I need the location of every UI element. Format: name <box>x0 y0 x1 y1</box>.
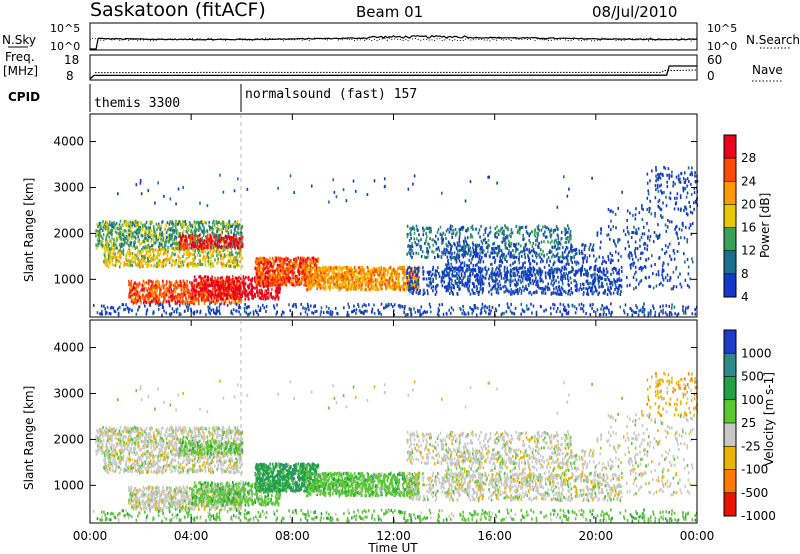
nsky-label: N.Sky <box>2 33 36 47</box>
colorbar-tick-label: 12 <box>741 244 756 258</box>
colorbar-swatch <box>724 399 736 424</box>
nave-label: Nave <box>752 63 783 77</box>
cpid-segment-1: themis 3300 <box>94 96 180 111</box>
colorbar-swatch <box>724 250 736 275</box>
colorbar-swatch <box>724 330 736 354</box>
colorbar-tick-label: 24 <box>741 174 756 188</box>
velocity-colorbar: 1000 500 100 25 -25 -100 -500 -1000 Velocity [m… <box>723 329 776 523</box>
y-tick-label: 4000 <box>53 135 84 149</box>
nsearch-tick-top: 10^5 <box>707 22 737 35</box>
colorbar-tick-label: -25 <box>741 439 761 453</box>
colorbar-swatch <box>724 446 736 470</box>
nave-tick-bottom: 0 <box>707 69 715 83</box>
colorbar-tick-label: 28 <box>741 151 756 165</box>
nsky-panel: N.Sky 10^5 10^0 10^5 10^0 N.Search <box>2 22 800 53</box>
colorbar-swatch <box>724 158 736 182</box>
freq-unit: [MHz] <box>3 64 38 78</box>
colorbar-swatch <box>724 135 736 159</box>
y-tick-label: 3000 <box>53 180 84 194</box>
y-tick-label: 1000 <box>53 478 84 492</box>
colorbar-tick-label: -1000 <box>741 509 776 523</box>
freq-label: Freq. <box>5 50 35 64</box>
nave-tick-top: 60 <box>707 53 722 67</box>
colorbar-swatch <box>724 469 736 494</box>
nsky-tick-bottom: 10^0 <box>50 40 80 53</box>
cpid-segment-2: normalsound (fast) 157 <box>245 87 417 102</box>
colorbar-tick-label: -500 <box>741 486 768 500</box>
colorbar-swatch <box>724 353 736 377</box>
colorbar-swatch <box>724 423 736 447</box>
freq-panel: Freq. [MHz] 18 8 60 0 Nave <box>3 50 783 83</box>
power-ylabel: Slant Range [km] <box>22 178 36 282</box>
xaxis-label: Time UT <box>367 541 418 554</box>
colorbar-tick-label: 1000 <box>741 346 772 360</box>
colorbar-swatch <box>724 273 736 298</box>
x-tick-label: 04:00 <box>174 529 209 543</box>
colorbar-swatch <box>724 181 736 205</box>
nsearch-tick-bottom: 10^0 <box>707 40 737 53</box>
beam-title: Beam 01 <box>356 3 423 21</box>
y-tick-label: 3000 <box>53 386 84 400</box>
cpid-panel: CPID themis 3300 normalsound (fast) 157 <box>8 84 417 112</box>
x-tick-label: 16:00 <box>477 529 512 543</box>
nsky-tick-top: 10^5 <box>50 22 80 35</box>
power-colorbar: 28 24 20 16 12 8 4 Power [dB] <box>723 134 772 304</box>
nsearch-label: N.Search <box>746 33 800 47</box>
x-tick-label: 00:00 <box>73 529 108 543</box>
y-tick-label: 2000 <box>53 226 84 240</box>
station-title: Saskatoon (fitACF) <box>90 0 266 21</box>
colorbar-tick-label: 16 <box>741 221 756 235</box>
velocity-heatmap <box>92 371 699 523</box>
x-tick-label: 08:00 <box>275 529 310 543</box>
colorbar-tick-label: 4 <box>741 290 749 304</box>
colorbar-tick-label: 100 <box>741 393 764 407</box>
colorbar-swatch <box>724 227 736 252</box>
power-panel: Slant Range [km] 1000 2000 3000 4000 <box>22 113 699 318</box>
colorbar-tick-label: 8 <box>741 267 749 281</box>
nave-trace <box>95 69 698 74</box>
y-tick-label: 2000 <box>53 432 84 446</box>
power-heatmap <box>92 165 699 317</box>
x-tick-label: 12:00 <box>376 529 411 543</box>
cpid-label: CPID <box>8 90 40 104</box>
x-tick-label: 00:00 <box>680 529 715 543</box>
freq-trace <box>89 65 697 80</box>
velocity-panel: Slant Range [km] 1000 2000 3000 4000 00:00 0… <box>22 319 715 554</box>
velocity-ylabel: Slant Range [km] <box>22 386 36 490</box>
velocity-colorbar-label: Velocity [m s-1] <box>762 372 776 466</box>
y-tick-label: 4000 <box>53 341 84 355</box>
colorbar-swatch <box>724 492 736 517</box>
y-tick-label: 1000 <box>53 272 84 286</box>
freq-tick-bottom: 8 <box>66 69 74 83</box>
date-title: 08/Jul/2010 <box>592 3 677 21</box>
colorbar-tick-label: 500 <box>741 370 764 384</box>
colorbar-swatch <box>724 204 736 229</box>
colorbar-tick-label: -100 <box>741 463 768 477</box>
x-tick-label: 20:00 <box>579 529 614 543</box>
colorbar-tick-label: 25 <box>741 416 756 430</box>
nsky-trace <box>90 34 698 50</box>
power-colorbar-label: Power [dB] <box>758 193 772 258</box>
colorbar-tick-label: 20 <box>741 197 756 211</box>
freq-tick-top: 18 <box>64 53 79 67</box>
colorbar-swatch <box>724 376 736 401</box>
